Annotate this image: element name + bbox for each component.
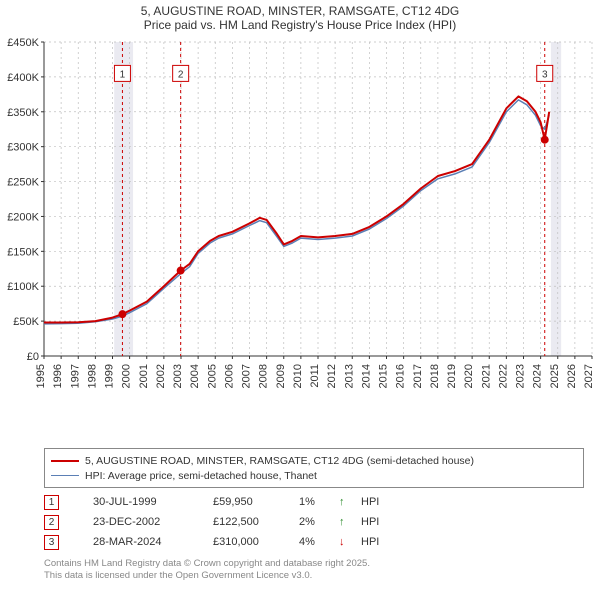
event-compare-label: HPI	[361, 516, 379, 528]
legend-label: 5, AUGUSTINE ROAD, MINSTER, RAMSGATE, CT…	[85, 455, 474, 467]
svg-text:2003: 2003	[172, 364, 184, 388]
legend-swatch	[51, 460, 79, 462]
legend-item: 5, AUGUSTINE ROAD, MINSTER, RAMSGATE, CT…	[51, 453, 577, 468]
svg-text:2011: 2011	[309, 364, 321, 388]
svg-text:2016: 2016	[395, 364, 407, 388]
event-row: 2 23-DEC-2002 £122,500 2% ↑ HPI	[44, 512, 584, 532]
svg-text:£250K: £250K	[7, 177, 39, 189]
legend-swatch	[51, 475, 79, 476]
event-date: 28-MAR-2024	[69, 536, 179, 548]
svg-text:2013: 2013	[343, 364, 355, 388]
svg-text:2014: 2014	[360, 364, 372, 388]
svg-text:1996: 1996	[52, 364, 64, 388]
svg-text:2026: 2026	[566, 364, 578, 388]
svg-text:2015: 2015	[378, 364, 390, 388]
svg-text:2012: 2012	[326, 364, 338, 388]
svg-text:2025: 2025	[549, 364, 561, 388]
attribution-line1: Contains HM Land Registry data © Crown c…	[44, 558, 584, 570]
event-compare-label: HPI	[361, 536, 379, 548]
svg-text:2005: 2005	[206, 364, 218, 388]
event-pct: 4%	[289, 536, 329, 548]
svg-text:2007: 2007	[241, 364, 253, 388]
svg-text:1: 1	[120, 69, 126, 80]
svg-text:2020: 2020	[463, 364, 475, 388]
svg-text:2009: 2009	[275, 364, 287, 388]
event-price: £59,950	[189, 496, 279, 508]
event-arrow-icon: ↑	[339, 496, 351, 508]
legend-box: 5, AUGUSTINE ROAD, MINSTER, RAMSGATE, CT…	[44, 448, 584, 488]
event-row: 3 28-MAR-2024 £310,000 4% ↓ HPI	[44, 532, 584, 552]
svg-text:2002: 2002	[155, 364, 167, 388]
legend-item: HPI: Average price, semi-detached house,…	[51, 468, 577, 483]
svg-text:2017: 2017	[412, 364, 424, 388]
svg-text:2008: 2008	[258, 364, 270, 388]
svg-text:£400K: £400K	[7, 72, 39, 84]
svg-text:2001: 2001	[138, 364, 150, 388]
svg-text:£300K: £300K	[7, 142, 39, 154]
svg-text:1995: 1995	[35, 364, 47, 388]
svg-text:2023: 2023	[515, 364, 527, 388]
chart-area: £0 £50K £100K £150K £200K £250K £300K £350K £400…	[0, 36, 600, 416]
svg-text:2010: 2010	[292, 364, 304, 388]
svg-text:£450K: £450K	[7, 37, 39, 49]
event-arrow-icon: ↓	[339, 536, 351, 548]
svg-text:£50K: £50K	[13, 316, 39, 328]
svg-text:2019: 2019	[446, 364, 458, 388]
svg-text:2021: 2021	[480, 364, 492, 388]
event-pct: 2%	[289, 516, 329, 528]
chart-title-line2: Price paid vs. HM Land Registry's House …	[0, 18, 600, 32]
event-number-box: 1	[44, 495, 59, 510]
svg-text:£100K: £100K	[7, 281, 39, 293]
svg-text:2018: 2018	[429, 364, 441, 388]
event-price: £122,500	[189, 516, 279, 528]
svg-text:£200K: £200K	[7, 211, 39, 223]
event-date: 23-DEC-2002	[69, 516, 179, 528]
chart-title-line1: 5, AUGUSTINE ROAD, MINSTER, RAMSGATE, CT…	[0, 0, 600, 18]
events-table: 1 30-JUL-1999 £59,950 1% ↑ HPI 2 23-DEC-2002 £12…	[44, 492, 584, 552]
svg-text:£350K: £350K	[7, 107, 39, 119]
attribution-text: Contains HM Land Registry data © Crown c…	[44, 558, 584, 582]
event-date: 30-JUL-1999	[69, 496, 179, 508]
svg-text:2027: 2027	[583, 364, 595, 388]
svg-text:2022: 2022	[497, 364, 509, 388]
event-number-box: 2	[44, 515, 59, 530]
event-pct: 1%	[289, 496, 329, 508]
line-chart-svg: £0 £50K £100K £150K £200K £250K £300K £350K £400…	[0, 36, 600, 416]
event-row: 1 30-JUL-1999 £59,950 1% ↑ HPI	[44, 492, 584, 512]
svg-text:3: 3	[542, 69, 548, 80]
event-price: £310,000	[189, 536, 279, 548]
svg-text:£150K: £150K	[7, 246, 39, 258]
event-compare-label: HPI	[361, 496, 379, 508]
svg-text:1997: 1997	[69, 364, 81, 388]
svg-text:2006: 2006	[223, 364, 235, 388]
svg-text:£0: £0	[27, 351, 39, 363]
svg-text:2000: 2000	[121, 364, 133, 388]
svg-text:1999: 1999	[104, 364, 116, 388]
svg-text:2004: 2004	[189, 364, 201, 388]
svg-text:2: 2	[178, 69, 184, 80]
legend-label: HPI: Average price, semi-detached house,…	[85, 470, 317, 482]
svg-text:1998: 1998	[86, 364, 98, 388]
attribution-line2: This data is licensed under the Open Gov…	[44, 570, 584, 582]
event-arrow-icon: ↑	[339, 516, 351, 528]
svg-text:2024: 2024	[532, 364, 544, 388]
event-number-box: 3	[44, 535, 59, 550]
